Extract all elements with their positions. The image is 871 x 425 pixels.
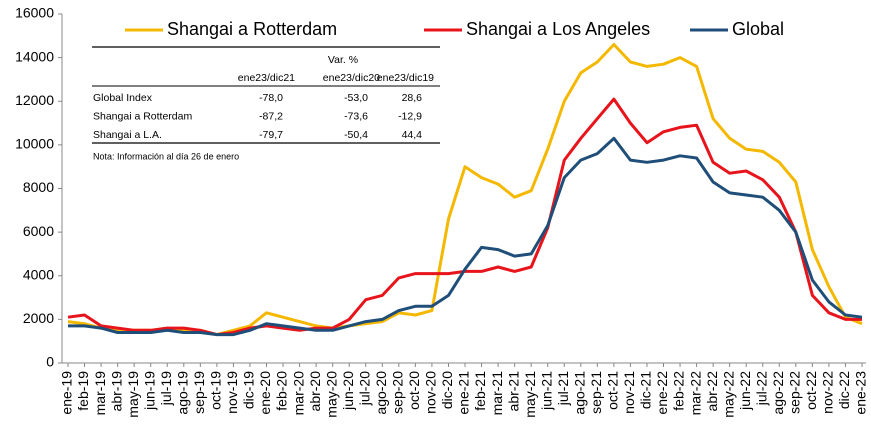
x-tick-label: feb-22 bbox=[671, 371, 687, 411]
table-column-header: ene23/dic21 bbox=[238, 72, 295, 84]
x-tick-label: jul-21 bbox=[555, 371, 571, 406]
x-tick-label: ene-20 bbox=[257, 371, 273, 415]
x-tick-label: sep-21 bbox=[588, 371, 604, 414]
legend-label: Shangai a Los Angeles bbox=[466, 19, 650, 39]
x-tick-label: jul-20 bbox=[356, 371, 372, 406]
y-tick-label: 16000 bbox=[15, 5, 54, 21]
x-tick-label: ene-23 bbox=[853, 371, 869, 415]
x-tick-label: nov-20 bbox=[423, 371, 439, 414]
table-row-label: Global Index bbox=[93, 92, 153, 104]
x-tick-label: may-21 bbox=[522, 371, 538, 418]
y-tick-label: 4000 bbox=[23, 266, 54, 282]
x-tick-label: may-20 bbox=[323, 371, 339, 418]
x-tick-label: jun-22 bbox=[737, 371, 753, 411]
table-cell: -12,9 bbox=[398, 110, 422, 122]
x-tick-label: sep-22 bbox=[787, 371, 803, 414]
x-tick-label: may-19 bbox=[125, 371, 141, 418]
series-line bbox=[67, 43, 863, 337]
x-tick-label: dic-19 bbox=[241, 371, 257, 409]
x-tick-label: jul-22 bbox=[753, 371, 769, 406]
x-tick-label: abr-21 bbox=[505, 371, 521, 412]
x-tick-label: sep-20 bbox=[390, 371, 406, 414]
table-row-label: Shangai a Rotterdam bbox=[93, 110, 192, 122]
y-tick-label: 12000 bbox=[15, 92, 54, 108]
x-tick-label: feb-20 bbox=[274, 371, 290, 411]
y-tick-label: 14000 bbox=[15, 48, 54, 64]
x-tick-label: feb-21 bbox=[472, 371, 488, 411]
x-tick-label: ene-22 bbox=[654, 371, 670, 415]
table-cell: -79,7 bbox=[259, 129, 283, 141]
table-cell: -73,6 bbox=[344, 110, 368, 122]
x-tick-label: abr-19 bbox=[108, 371, 124, 412]
x-tick-label: nov-21 bbox=[621, 371, 637, 414]
x-tick-label: mar-21 bbox=[489, 371, 505, 416]
series-line bbox=[67, 97, 862, 337]
x-tick-label: ene-19 bbox=[59, 371, 75, 415]
x-tick-label: jun-19 bbox=[141, 371, 157, 411]
x-tick-label: mar-19 bbox=[92, 371, 108, 416]
x-tick-label: mar-22 bbox=[687, 371, 703, 416]
table-cell: -87,2 bbox=[259, 110, 283, 122]
series-line bbox=[68, 136, 863, 337]
y-tick-label: 6000 bbox=[23, 223, 54, 239]
x-tick-label: dic-22 bbox=[836, 371, 852, 409]
x-tick-label: nov-22 bbox=[820, 371, 836, 414]
table-column-header: ene23/dic20 bbox=[323, 72, 380, 84]
table-row-label: Shangai a L.A. bbox=[93, 129, 162, 141]
x-tick-label: ago-19 bbox=[174, 371, 190, 415]
table-cell: -50,4 bbox=[344, 129, 368, 141]
y-tick-label: 8000 bbox=[23, 179, 54, 195]
y-tick-label: 2000 bbox=[23, 310, 54, 326]
x-tick-label: dic-20 bbox=[439, 371, 455, 409]
legend-label: Shangai a Rotterdam bbox=[167, 19, 337, 39]
x-tick-label: jun-20 bbox=[340, 371, 356, 411]
table-cell: 44,4 bbox=[402, 129, 423, 141]
x-tick-label: ago-20 bbox=[373, 371, 389, 415]
legend-label: Global bbox=[732, 19, 784, 39]
table-group-header: Var. % bbox=[328, 54, 358, 66]
table-cell: 28,6 bbox=[402, 92, 423, 104]
x-tick-label: mar-20 bbox=[290, 371, 306, 416]
x-tick-label: oct-22 bbox=[803, 371, 819, 410]
y-tick-label: 0 bbox=[46, 354, 54, 370]
table-note: Nota: Información al día 26 de enero bbox=[93, 151, 239, 161]
x-tick-label: nov-19 bbox=[224, 371, 240, 414]
x-tick-label: ago-22 bbox=[770, 371, 786, 415]
x-tick-label: ago-21 bbox=[571, 371, 587, 415]
x-tick-label: ene-21 bbox=[456, 371, 472, 415]
x-tick-label: oct-21 bbox=[605, 371, 621, 410]
table-cell: -78,0 bbox=[259, 92, 283, 104]
y-tick-label: 10000 bbox=[15, 136, 54, 152]
x-tick-label: sep-19 bbox=[191, 371, 207, 414]
table-column-header: ene23/dic19 bbox=[377, 72, 434, 84]
x-tick-label: jun-21 bbox=[538, 371, 554, 411]
x-tick-label: dic-21 bbox=[638, 371, 654, 409]
table-cell: -53,0 bbox=[344, 92, 368, 104]
x-tick-label: oct-20 bbox=[406, 371, 422, 410]
x-tick-label: may-22 bbox=[720, 371, 736, 418]
x-tick-label: oct-19 bbox=[208, 371, 224, 410]
x-tick-label: abr-20 bbox=[307, 371, 323, 412]
x-tick-label: jul-19 bbox=[158, 371, 174, 406]
x-tick-label: feb-19 bbox=[75, 371, 91, 411]
x-tick-label: abr-22 bbox=[704, 371, 720, 412]
